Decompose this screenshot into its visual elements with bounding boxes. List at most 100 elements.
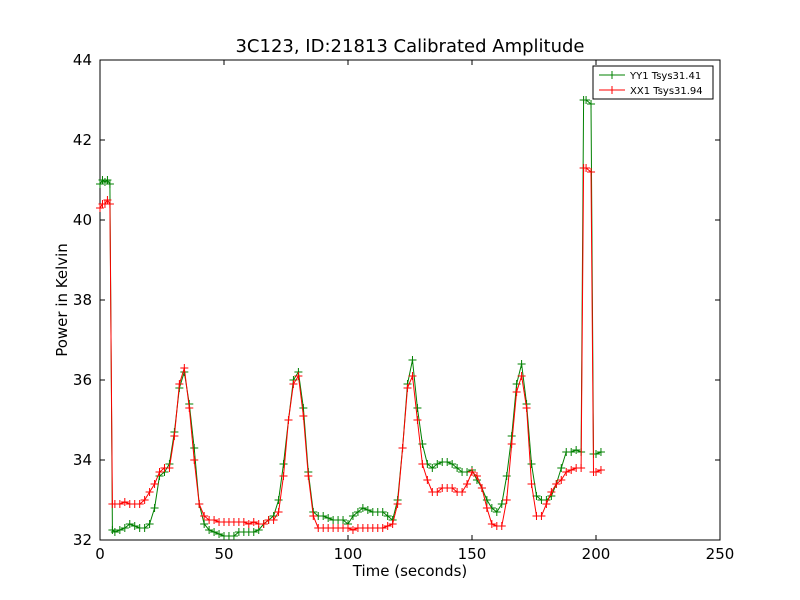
data-point-marker xyxy=(562,468,571,476)
data-point-marker xyxy=(497,500,506,508)
data-point-marker xyxy=(249,528,258,536)
data-point-marker xyxy=(348,526,357,534)
data-point-marker xyxy=(249,518,258,526)
data-point-marker xyxy=(512,388,521,396)
data-point-marker xyxy=(572,446,581,454)
data-point-marker xyxy=(448,484,457,492)
data-point-marker xyxy=(463,480,472,488)
data-point-marker xyxy=(170,432,179,440)
data-point-marker xyxy=(468,468,476,476)
data-point-marker xyxy=(587,100,596,108)
data-point-marker xyxy=(304,472,313,480)
legend-label: YY1 Tsys31.41 xyxy=(629,71,701,82)
data-point-marker xyxy=(200,512,209,520)
data-point-marker xyxy=(472,472,481,480)
data-point-marker xyxy=(115,526,124,534)
data-point-marker xyxy=(185,404,194,412)
data-point-marker xyxy=(403,384,412,392)
data-point-marker xyxy=(393,500,402,508)
data-point-marker xyxy=(557,464,566,472)
data-point-marker xyxy=(274,508,283,516)
data-point-marker xyxy=(537,512,546,520)
data-point-marker xyxy=(324,514,333,522)
data-point-marker xyxy=(190,444,199,452)
x-tick-label: 250 xyxy=(706,545,735,563)
data-point-marker xyxy=(190,456,199,464)
data-point-marker xyxy=(408,356,417,364)
data-point-marker xyxy=(140,496,149,504)
data-point-marker xyxy=(135,500,144,508)
data-point-marker xyxy=(517,360,526,368)
data-point-marker xyxy=(596,466,605,474)
y-tick-label: 34 xyxy=(73,451,92,469)
y-tick-label: 44 xyxy=(73,51,92,69)
legend-items: YY1 Tsys31.41 XX1 Tsys31.94 xyxy=(599,71,703,97)
data-point-marker xyxy=(125,520,134,528)
data-point-marker xyxy=(130,522,139,530)
data-point-marker xyxy=(378,524,387,532)
data-point-marker xyxy=(165,464,174,472)
data-point-marker xyxy=(418,460,427,468)
data-point-marker xyxy=(205,526,214,534)
y-tick-label: 36 xyxy=(73,371,92,389)
data-point-marker xyxy=(497,522,506,530)
data-point-marker xyxy=(348,512,357,520)
data-point-marker xyxy=(200,520,209,528)
data-point-marker xyxy=(299,412,308,420)
data-point-marker xyxy=(358,504,367,512)
legend-box xyxy=(592,65,714,100)
data-point-marker xyxy=(527,460,536,468)
data-point-marker xyxy=(145,488,154,496)
data-point-marker xyxy=(363,506,372,514)
data-point-marker xyxy=(145,520,154,528)
data-point-marker xyxy=(353,508,362,516)
data-point-marker xyxy=(542,500,551,508)
data-point-marker xyxy=(319,512,328,520)
data-point-marker xyxy=(577,464,586,472)
data-point-marker xyxy=(482,496,491,504)
data-point-marker xyxy=(383,512,392,520)
x-tick-label: 200 xyxy=(582,545,611,563)
x-tick-label: 150 xyxy=(458,545,487,563)
data-point-marker xyxy=(120,498,129,506)
data-point-marker xyxy=(458,488,467,496)
data-point-marker xyxy=(344,524,352,532)
data-point-marker xyxy=(175,380,184,388)
y-tick-label: 42 xyxy=(73,131,92,149)
data-point-marker xyxy=(150,504,159,512)
data-point-marker xyxy=(596,448,605,456)
data-point-marker xyxy=(507,432,516,440)
data-point-marker xyxy=(269,516,278,524)
y-axis-ticks: 32 34 36 38 40 42 44 xyxy=(73,51,720,549)
data-point-marker xyxy=(180,364,189,372)
data-point-marker xyxy=(482,504,491,512)
data-point-marker xyxy=(567,466,576,474)
data-point-marker xyxy=(105,200,114,208)
data-point-marker xyxy=(502,496,511,504)
x-tick-label: 50 xyxy=(214,545,233,563)
data-point-marker xyxy=(105,180,114,188)
data-point-marker xyxy=(587,168,596,176)
data-point-marker xyxy=(210,528,219,536)
data-point-marker xyxy=(383,522,392,530)
data-point-marker xyxy=(378,508,387,516)
series-1 xyxy=(96,164,605,534)
data-point-marker xyxy=(150,480,159,488)
data-point-marker xyxy=(433,460,442,468)
data-point-marker xyxy=(487,520,496,528)
data-point-marker xyxy=(259,520,268,528)
data-point-marker xyxy=(229,532,238,540)
data-point-marker xyxy=(517,372,526,380)
x-tick-label: 100 xyxy=(334,545,363,563)
data-point-marker xyxy=(433,488,442,496)
data-point-marker xyxy=(567,448,576,456)
data-point-marker xyxy=(408,372,417,380)
y-axis-label: Power in Kelvin xyxy=(53,243,71,357)
x-axis-label: Time (seconds) xyxy=(352,562,468,580)
data-point-marker xyxy=(299,404,308,412)
chart-title: 3C123, ID:21813 Calibrated Amplitude xyxy=(235,36,584,57)
data-point-marker xyxy=(502,472,511,480)
data-point-marker xyxy=(215,530,224,538)
